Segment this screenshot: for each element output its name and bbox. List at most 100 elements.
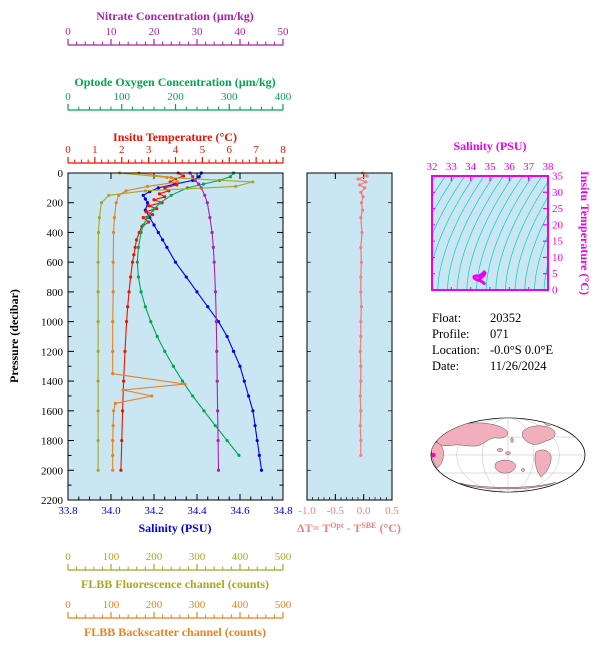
svg-text:1200: 1200 (41, 346, 64, 358)
map-land-indonesia (496, 448, 504, 452)
svg-text:35: 35 (485, 161, 497, 173)
svg-text:10: 10 (106, 26, 118, 38)
svg-text:10: 10 (552, 252, 564, 264)
svg-text:1: 1 (92, 144, 98, 156)
svg-text:30: 30 (192, 26, 204, 38)
svg-text:20: 20 (149, 26, 161, 38)
ts-plot-background (432, 176, 548, 290)
location-info-row: Location: -0.0°S 0.0°E (432, 343, 553, 357)
svg-text:400: 400 (232, 599, 249, 611)
svg-text:50: 50 (278, 26, 290, 38)
svg-text:0.5: 0.5 (385, 505, 399, 517)
svg-text:34.6: 34.6 (230, 505, 250, 517)
delta-axis-label: ΔT= TOpt - TSBE (°C) (297, 521, 401, 535)
svg-text:0: 0 (58, 168, 64, 180)
nitrate-axis-title: Nitrate Concentration (µm/kg) (96, 9, 254, 23)
main-plot-background (68, 173, 283, 500)
svg-text:34.2: 34.2 (144, 505, 163, 517)
ts-salinity-axis-title: Salinity (PSU) (453, 139, 526, 153)
svg-text:100: 100 (114, 91, 131, 103)
svg-text:33.8: 33.8 (58, 505, 78, 517)
map-land-newguinea (505, 451, 511, 455)
svg-text:20: 20 (552, 219, 564, 231)
pressure-axis-label: Pressure (decibar) (7, 289, 21, 383)
svg-text:500: 500 (275, 551, 292, 563)
svg-text:0: 0 (552, 285, 558, 297)
backscatter-axis-title: FLBB Backscatter channel (counts) (84, 625, 266, 639)
svg-text:1800: 1800 (41, 436, 64, 448)
svg-text:3: 3 (146, 144, 152, 156)
svg-text:5: 5 (552, 268, 558, 280)
svg-text:34.4: 34.4 (187, 505, 207, 517)
svg-text:35: 35 (552, 171, 564, 183)
svg-text:25: 25 (552, 203, 564, 215)
salinity-axis-title: Salinity (PSU) (138, 521, 211, 535)
delta-plot-frame (306, 172, 393, 501)
svg-text:37: 37 (523, 161, 535, 173)
svg-text:100: 100 (103, 551, 120, 563)
svg-text:34.0: 34.0 (101, 505, 121, 517)
svg-text:200: 200 (167, 91, 184, 103)
date-info-row: Date: 11/26/2024 (432, 359, 547, 373)
svg-text:34: 34 (465, 161, 477, 173)
svg-text:0: 0 (65, 599, 71, 611)
map-land-south-america (534, 449, 552, 478)
svg-text:38: 38 (543, 161, 555, 173)
float-info-row: Float: 20352 (432, 311, 521, 325)
svg-text:32: 32 (427, 161, 438, 173)
svg-text:5: 5 (200, 144, 206, 156)
svg-text:600: 600 (47, 257, 64, 269)
svg-text:300: 300 (221, 91, 238, 103)
svg-text:40: 40 (235, 26, 247, 38)
svg-text:34.8: 34.8 (273, 505, 293, 517)
svg-text:33: 33 (446, 161, 458, 173)
svg-text:400: 400 (232, 551, 249, 563)
fluorescence-axis-title: FLBB Fluorescence channel (counts) (81, 577, 269, 591)
svg-text:800: 800 (47, 287, 64, 299)
generated-chart-content: 0200400600800100012001400160018002000220… (41, 26, 564, 619)
world-map (430, 417, 586, 493)
svg-text:200: 200 (47, 198, 64, 210)
svg-text:-1.0: -1.0 (298, 505, 316, 517)
svg-text:-0.5: -0.5 (327, 505, 345, 517)
svg-text:1600: 1600 (41, 406, 64, 418)
svg-text:0: 0 (65, 551, 71, 563)
map-landmasses (431, 420, 557, 490)
ts-plot-frame (431, 175, 549, 291)
svg-text:100: 100 (103, 599, 120, 611)
svg-text:200: 200 (146, 599, 163, 611)
float-location-marker (431, 452, 436, 458)
ts-temperature-axis-title: Insitu Temperature (°C) (578, 171, 592, 295)
map-land-newzealand (521, 468, 525, 472)
svg-text:1400: 1400 (41, 376, 64, 388)
svg-text:2200: 2200 (41, 495, 64, 507)
map-land-antarctica (459, 481, 557, 490)
svg-text:7: 7 (253, 144, 259, 156)
map-land-north-america (522, 425, 556, 445)
map-land-eurasia (436, 422, 508, 447)
svg-text:1000: 1000 (41, 317, 64, 329)
svg-text:6: 6 (227, 144, 233, 156)
delta-plot-background (307, 173, 392, 500)
map-land-africa (431, 442, 444, 469)
map-land-australia (494, 459, 516, 474)
svg-text:400: 400 (275, 91, 292, 103)
svg-text:500: 500 (275, 599, 292, 611)
svg-text:2: 2 (119, 144, 125, 156)
svg-text:300: 300 (189, 551, 206, 563)
svg-text:8: 8 (280, 144, 286, 156)
svg-text:4: 4 (173, 144, 179, 156)
svg-text:300: 300 (189, 599, 206, 611)
oxygen-axis-title: Optode Oxygen Concentration (µm/kg) (74, 75, 275, 89)
profile-info-row: Profile: 071 (432, 327, 509, 341)
svg-text:15: 15 (552, 236, 564, 248)
svg-text:0: 0 (65, 144, 71, 156)
svg-text:200: 200 (146, 551, 163, 563)
svg-text:2000: 2000 (41, 465, 64, 477)
map-land-japan (510, 437, 514, 443)
svg-text:30: 30 (552, 187, 564, 199)
main-plot-frame (67, 172, 284, 501)
svg-text:36: 36 (504, 161, 516, 173)
